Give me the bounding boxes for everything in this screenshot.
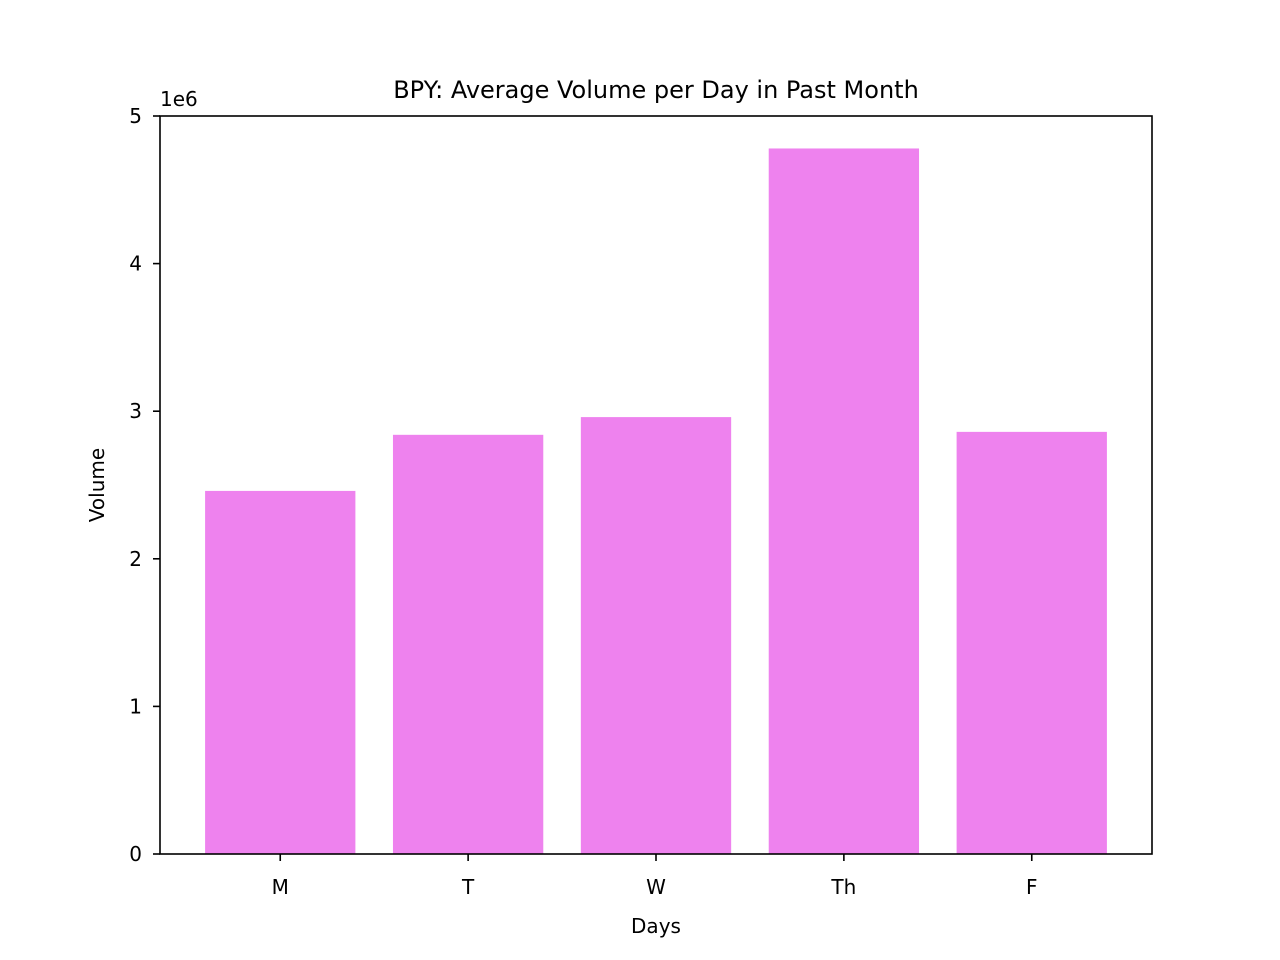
plot-frame <box>159 115 1153 855</box>
bars-layer <box>205 148 1107 855</box>
x-axis-label: Days <box>631 914 681 938</box>
y-axis-label: Volume <box>85 448 109 522</box>
bar-t <box>392 434 544 854</box>
x-tick-label: M <box>272 875 289 899</box>
x-tick-label: W <box>646 875 666 899</box>
bar-w <box>580 417 732 854</box>
bar-th <box>768 148 920 855</box>
y-tick-label: 0 <box>129 842 142 866</box>
y-tick-label: 1 <box>129 694 142 718</box>
x-tick-label: F <box>1026 875 1038 899</box>
y-tick-label: 2 <box>129 547 142 571</box>
ticks-layer: M T W Th F 0 1 2 3 4 5 <box>129 104 1037 899</box>
bar-f <box>956 431 1107 854</box>
y-axis-offset-label: 1e6 <box>160 87 198 111</box>
y-tick-label: 4 <box>129 252 142 276</box>
x-tick-label: Th <box>830 875 856 899</box>
chart-title: BPY: Average Volume per Day in Past Mont… <box>393 76 919 104</box>
x-tick-label: T <box>461 875 475 899</box>
bar-m <box>205 490 356 854</box>
y-tick-label: 3 <box>129 399 142 423</box>
y-tick-label: 5 <box>129 104 142 128</box>
